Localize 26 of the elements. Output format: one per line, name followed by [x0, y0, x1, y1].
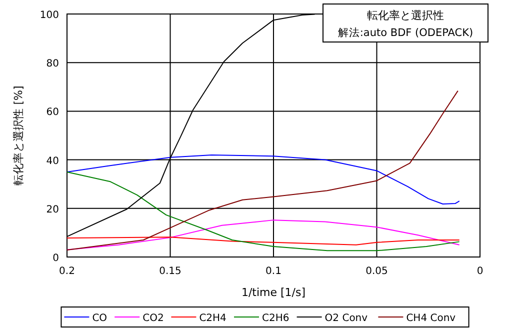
x-tick-label: 0.15 — [159, 266, 182, 277]
legend-label: CH4 Conv — [406, 313, 456, 324]
y-axis-title: 転化率と選択性 [%] — [12, 86, 25, 186]
line-series — [66, 90, 458, 250]
legend-label: CO — [92, 313, 108, 324]
line-series — [66, 154, 460, 205]
x-tick-label: 0.05 — [366, 266, 388, 277]
x-axis-title: 1/time [1/s] — [241, 286, 306, 299]
legend-label: O2 Conv — [324, 313, 368, 324]
legend-label: C2H4 — [199, 313, 226, 324]
y-tick-label: 80 — [46, 58, 59, 70]
y-tick-label: 0 — [52, 253, 59, 264]
x-tick-label: 0.1 — [266, 266, 282, 277]
text: 解法:auto BDF (ODEPACK) — [338, 26, 474, 39]
x-tick-label: 0 — [476, 266, 484, 277]
chart-title: 転化率と選択性 — [367, 9, 444, 22]
line-series — [66, 220, 460, 250]
y-tick-label: 20 — [46, 204, 59, 216]
line-series — [66, 236, 460, 246]
y-tick-label: 40 — [46, 156, 59, 167]
y-tick-label: 100 — [40, 10, 59, 21]
legend-label: C2H6 — [262, 313, 290, 324]
legend-label: CO2 — [142, 313, 164, 324]
line-series — [66, 171, 460, 252]
x-tick-label: 0.2 — [59, 266, 75, 277]
y-tick-label: 60 — [46, 107, 59, 118]
